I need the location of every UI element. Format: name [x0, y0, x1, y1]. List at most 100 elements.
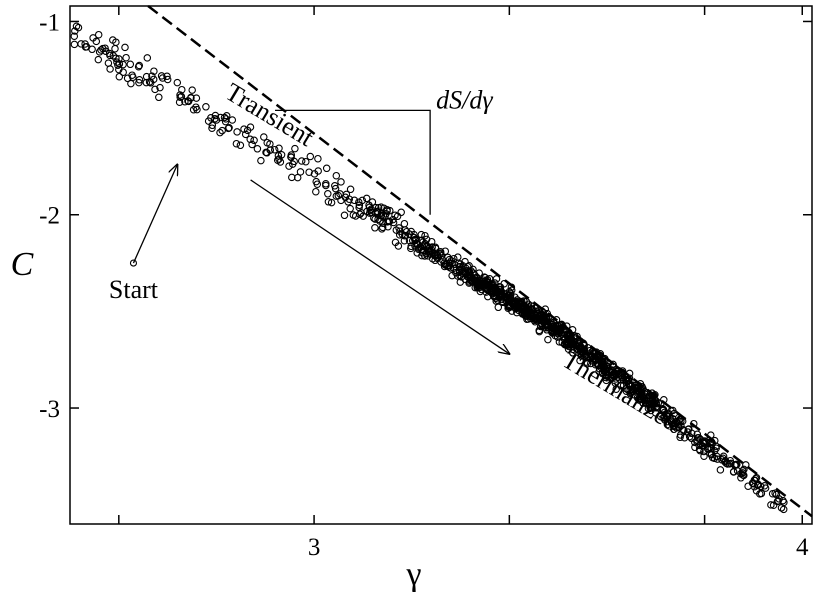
data-point [457, 273, 466, 281]
data-point [716, 466, 725, 474]
data-point [296, 168, 305, 176]
data-point [391, 211, 399, 220]
data-point [142, 78, 151, 87]
data-point [557, 328, 566, 337]
data-point [163, 72, 171, 81]
data-point [617, 372, 625, 380]
data-point [473, 273, 481, 282]
data-point [384, 217, 393, 226]
transient-arrow [250, 179, 510, 354]
data-point [111, 44, 119, 53]
data-point [691, 443, 699, 452]
data-point [405, 230, 414, 238]
data-point [202, 103, 210, 111]
data-point [492, 294, 500, 303]
data-point [178, 85, 186, 94]
data-point [127, 79, 135, 88]
data-point [696, 446, 704, 455]
data-point [322, 180, 330, 188]
data-point [246, 123, 255, 131]
data-point [648, 389, 656, 397]
data-point [721, 456, 730, 465]
data-point [263, 138, 271, 147]
data-point [94, 55, 103, 64]
data-point [92, 37, 101, 46]
data-point [511, 297, 519, 305]
data-point [629, 386, 637, 394]
data-point [670, 422, 678, 431]
data-point [332, 192, 341, 200]
dashed-line-label: dS/dγ [436, 85, 493, 114]
data-point [708, 453, 717, 462]
data-point [145, 78, 154, 86]
data-point [367, 205, 375, 214]
data-point [441, 247, 450, 255]
data-point [175, 98, 184, 106]
data-point [378, 223, 387, 232]
thermalized-label: Thermalized [557, 345, 685, 438]
data-point [365, 209, 374, 217]
data-point [192, 103, 200, 111]
y-axis-label: C [11, 246, 34, 283]
data-point [596, 350, 605, 358]
data-point [742, 461, 750, 469]
data-point [288, 160, 297, 168]
data-point [248, 140, 256, 149]
data-point [233, 128, 241, 136]
x-tick-label: 3 [308, 534, 321, 561]
data-point [253, 145, 262, 153]
data-point [184, 97, 193, 106]
data-point [744, 482, 752, 490]
data-point [777, 504, 786, 512]
data-point [767, 501, 775, 509]
data-point [676, 431, 685, 439]
data-point [400, 231, 409, 240]
data-point [527, 308, 535, 317]
data-point [400, 219, 409, 228]
data-point [424, 247, 433, 255]
data-point [81, 43, 90, 51]
data-point [263, 149, 271, 157]
data-point [391, 238, 400, 247]
data-point [355, 198, 363, 206]
data-point [250, 136, 258, 145]
axis-ticks: 3 4 -1 -2 -3 [39, 6, 812, 561]
data-point [216, 113, 225, 122]
data-point [452, 268, 460, 277]
data-point [358, 196, 367, 205]
data-point [285, 162, 293, 170]
data-point [151, 85, 159, 94]
data-point [241, 130, 250, 139]
y-tick-label: -1 [39, 9, 60, 36]
data-point [220, 113, 229, 122]
data-point [663, 420, 672, 429]
data-point [126, 60, 135, 69]
data-point [192, 94, 201, 102]
data-point [483, 278, 491, 286]
data-point [88, 45, 96, 54]
data-point [598, 369, 607, 378]
data-point [212, 116, 221, 124]
data-point [70, 32, 79, 40]
data-point [675, 424, 683, 432]
data-point [660, 413, 669, 422]
data-point [293, 173, 302, 182]
dS-dgamma-leader [275, 109, 431, 215]
data-point [158, 74, 167, 82]
data-point [495, 282, 504, 291]
data-point [121, 43, 129, 52]
data-point [122, 53, 130, 62]
data-point [572, 344, 581, 353]
data-point [659, 406, 667, 415]
data-point [482, 288, 490, 296]
data-point [729, 468, 738, 476]
data-point [668, 414, 677, 423]
data-point [115, 65, 123, 74]
data-point [547, 320, 555, 328]
data-point [721, 457, 729, 466]
data-point [431, 251, 440, 260]
data-point [740, 471, 748, 480]
data-point [438, 256, 447, 264]
data-point [322, 164, 331, 173]
